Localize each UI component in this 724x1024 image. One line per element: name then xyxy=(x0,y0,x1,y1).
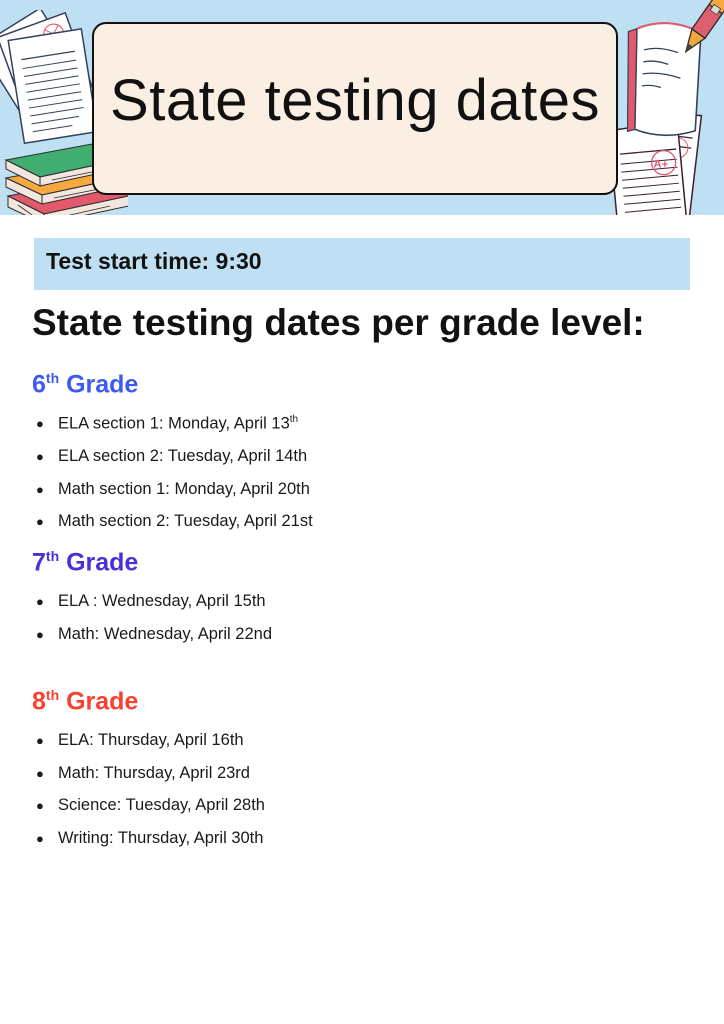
svg-text:A+: A+ xyxy=(653,158,668,170)
